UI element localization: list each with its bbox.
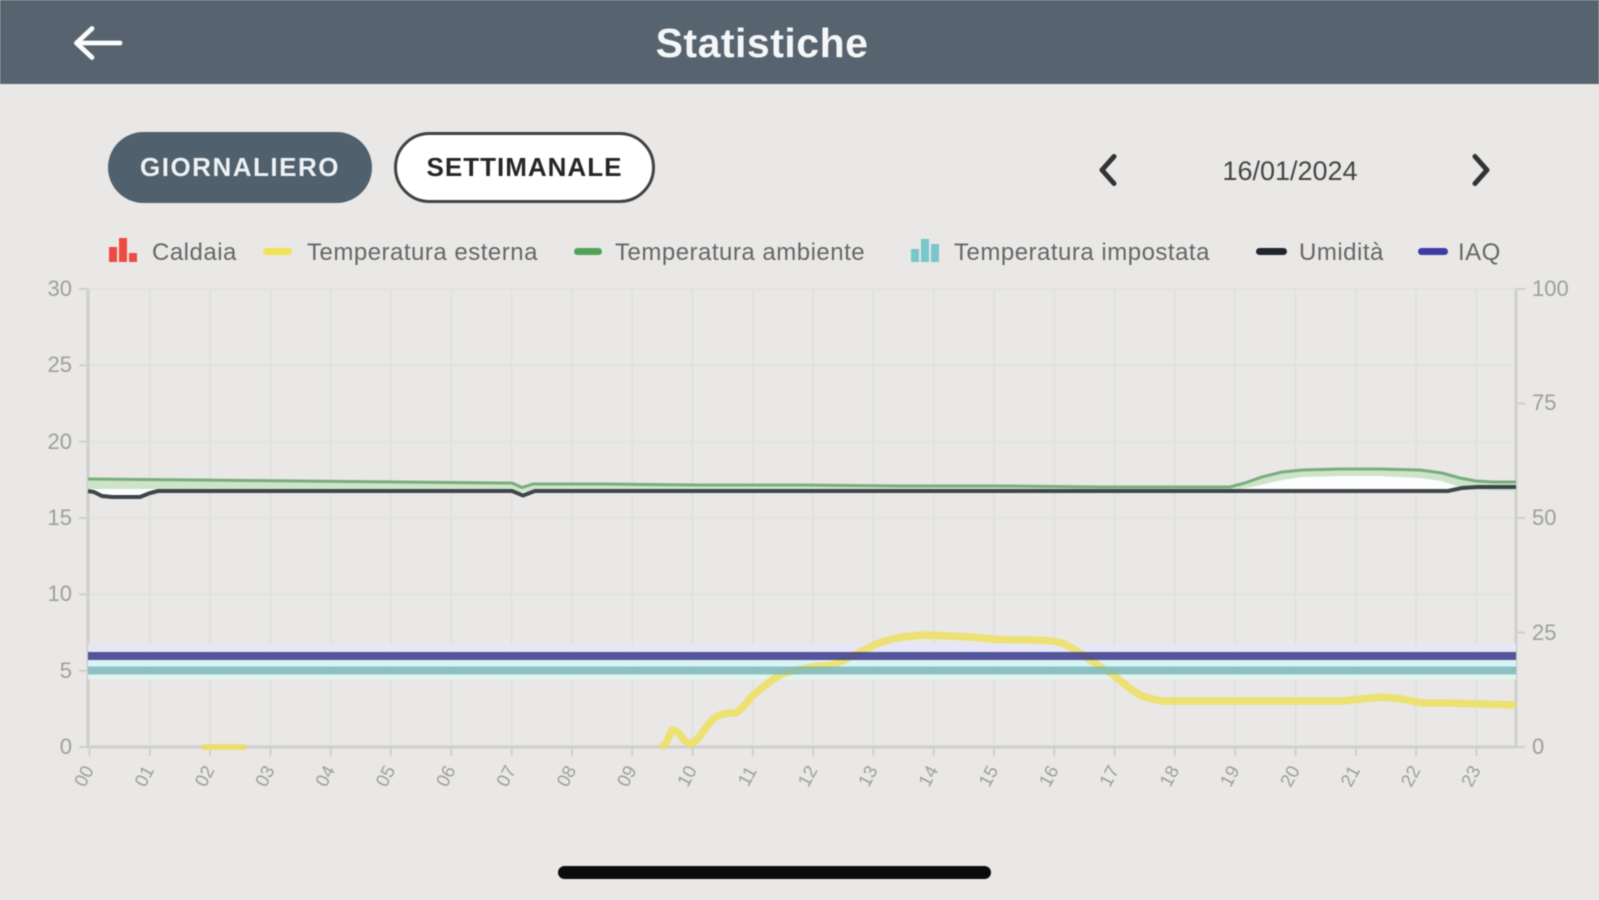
svg-text:13: 13 xyxy=(854,762,882,790)
svg-text:10: 10 xyxy=(48,581,72,606)
svg-text:100: 100 xyxy=(1532,276,1569,301)
svg-text:10: 10 xyxy=(673,762,701,790)
svg-text:05: 05 xyxy=(371,762,399,790)
svg-text:06: 06 xyxy=(431,762,459,790)
svg-text:20: 20 xyxy=(1276,762,1304,790)
svg-text:15: 15 xyxy=(974,762,1002,790)
svg-text:0: 0 xyxy=(60,734,72,759)
svg-text:11: 11 xyxy=(733,763,761,790)
svg-text:17: 17 xyxy=(1095,762,1123,790)
svg-text:03: 03 xyxy=(251,762,279,790)
svg-text:07: 07 xyxy=(492,762,520,790)
svg-text:09: 09 xyxy=(612,762,640,790)
svg-text:19: 19 xyxy=(1215,762,1243,790)
svg-text:25: 25 xyxy=(48,352,72,377)
svg-text:25: 25 xyxy=(1532,620,1556,645)
svg-text:15: 15 xyxy=(48,505,72,530)
svg-text:21: 21 xyxy=(1336,762,1364,790)
svg-text:5: 5 xyxy=(60,658,72,683)
svg-text:12: 12 xyxy=(793,762,821,790)
svg-text:20: 20 xyxy=(48,429,72,454)
svg-text:30: 30 xyxy=(48,276,72,301)
svg-text:00: 00 xyxy=(70,762,98,790)
svg-text:02: 02 xyxy=(190,762,218,790)
svg-text:08: 08 xyxy=(552,762,580,790)
svg-text:23: 23 xyxy=(1457,762,1485,790)
svg-text:75: 75 xyxy=(1532,390,1556,415)
svg-text:18: 18 xyxy=(1155,762,1183,790)
svg-text:14: 14 xyxy=(914,762,942,790)
svg-text:22: 22 xyxy=(1396,762,1424,790)
svg-text:04: 04 xyxy=(311,762,339,790)
svg-text:16: 16 xyxy=(1034,762,1062,790)
svg-text:50: 50 xyxy=(1532,505,1556,530)
svg-text:01: 01 xyxy=(130,762,158,790)
svg-text:0: 0 xyxy=(1532,734,1544,759)
